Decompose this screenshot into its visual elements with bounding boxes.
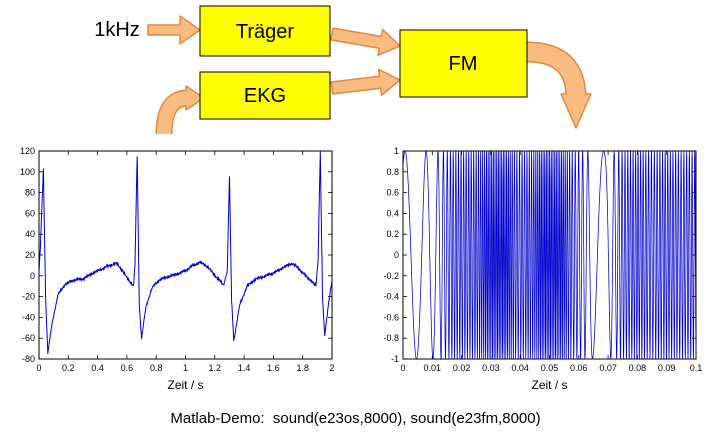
fm-box-label: FM xyxy=(449,53,478,75)
x-tick-label: 1.6 xyxy=(267,363,280,373)
input-to-carrier-arrow xyxy=(147,15,201,45)
y-tick-label: 0.2 xyxy=(386,229,399,239)
y-tick-label: 40 xyxy=(25,229,35,239)
carrier-to-fm-arrow xyxy=(330,27,401,56)
x-tick-label: 0.8 xyxy=(150,363,163,373)
x-tick-label: 0 xyxy=(36,363,41,373)
plot-area xyxy=(38,150,333,360)
y-tick-label: -80 xyxy=(22,354,35,364)
y-tick-label: 0 xyxy=(394,250,399,260)
x-tick-label: 0.1 xyxy=(690,363,703,373)
fm-output-curved-arrow-body xyxy=(526,43,585,99)
x-tick-label: 0.6 xyxy=(121,363,134,373)
x-tick-label: 0 xyxy=(400,363,405,373)
y-tick-label: -0.6 xyxy=(383,312,399,322)
ekg-to-fm-arrow xyxy=(330,68,401,96)
x-tick-label: 0.06 xyxy=(570,363,588,373)
ekg-input-curved-arrow-body xyxy=(157,91,189,135)
x-tick-label: 0.08 xyxy=(629,363,647,373)
y-tick-label: 80 xyxy=(25,188,35,198)
carrier-box-label: Träger xyxy=(236,21,295,43)
x-axis-label: Zeit / s xyxy=(167,378,203,392)
y-tick-label: 0.6 xyxy=(386,188,399,198)
y-tick-label: -0.8 xyxy=(383,333,399,343)
x-tick-label: 1.4 xyxy=(238,363,251,373)
y-tick-label: 120 xyxy=(20,146,35,156)
x-tick-label: 1.8 xyxy=(296,363,309,373)
block-diagram: 1kHz Träger EKG FM xyxy=(94,5,592,135)
fm-plot-line xyxy=(402,149,697,361)
ekg-box-label: EKG xyxy=(244,85,286,107)
ekg-plot: 0 0.2 0.4 0.6 0.8 1 1.2 1.4 1.6 1.8 2 -80 -60 -40 -20 0… xyxy=(20,146,335,392)
y-tick-label: 60 xyxy=(25,208,35,218)
y-tick-label: -0.2 xyxy=(383,271,399,281)
fm-box xyxy=(399,29,528,98)
fm-plot: 0 0.01 0.02 0.03 0.04 0.05 0.06 0.07 0.08 0.09 0.1… xyxy=(383,146,703,392)
y-tick-label: 1 xyxy=(394,146,399,156)
y-tick-label: -40 xyxy=(22,312,35,322)
y-tick-label: -0.4 xyxy=(383,292,399,302)
y-tick-label: -20 xyxy=(22,292,35,302)
x-tick-label: 0.09 xyxy=(658,363,676,373)
x-tick-label: 0.07 xyxy=(599,363,617,373)
y-tick-label: 0.8 xyxy=(386,167,399,177)
x-tick-label: 0.05 xyxy=(541,363,559,373)
ekg-box xyxy=(199,71,331,120)
carrier-box xyxy=(199,5,331,57)
x-tick-label: 0.02 xyxy=(453,363,471,373)
x-axis-label: Zeit / s xyxy=(531,378,567,392)
x-tick-label: 0.01 xyxy=(424,363,442,373)
x-tick-label: 2 xyxy=(329,363,334,373)
y-tick-label: 0.4 xyxy=(386,208,399,218)
fm-output-arrowhead-icon xyxy=(560,93,592,129)
x-tick-label: 1 xyxy=(183,363,188,373)
y-tick-label: 0 xyxy=(30,271,35,281)
y-tick-label: 20 xyxy=(25,250,35,260)
x-tick-label: 0.2 xyxy=(62,363,75,373)
x-tick-label: 0.03 xyxy=(482,363,500,373)
input-label: 1kHz xyxy=(94,19,140,41)
y-tick-label: 100 xyxy=(20,167,35,177)
x-tick-label: 1.2 xyxy=(209,363,222,373)
ekg-plot-line xyxy=(38,151,333,355)
x-tick-label: 0.4 xyxy=(91,363,104,373)
y-tick-label: -1 xyxy=(391,354,399,364)
x-tick-label: 0.04 xyxy=(511,363,529,373)
caption: Matlab-Demo: sound(e23os,8000), sound(e2… xyxy=(170,410,541,427)
y-tick-label: -60 xyxy=(22,333,35,343)
